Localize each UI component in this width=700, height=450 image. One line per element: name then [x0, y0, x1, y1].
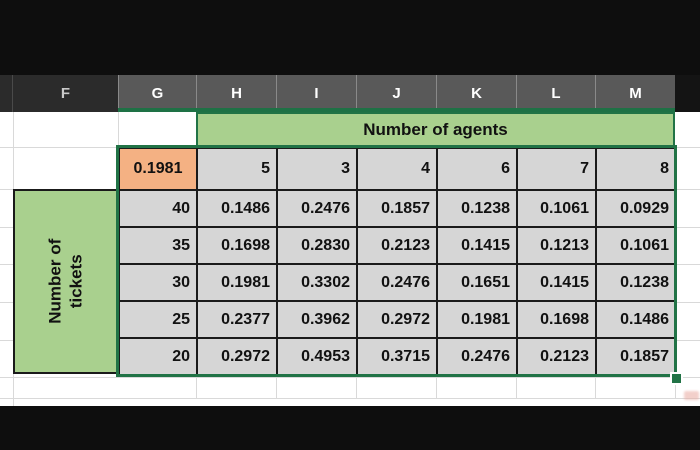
data-cell-L6[interactable]: 0.1698 [518, 302, 597, 339]
column-header-M[interactable]: M [595, 75, 675, 112]
column-header-G[interactable]: G [118, 75, 196, 112]
column-header-K[interactable]: K [436, 75, 516, 112]
ticket-count-cell-G7[interactable]: 20 [120, 339, 198, 376]
column-header-J[interactable]: J [356, 75, 436, 112]
data-cell-K6[interactable]: 0.1981 [438, 302, 518, 339]
gridline [516, 378, 517, 398]
gridline [0, 398, 700, 399]
data-cell-H4[interactable]: 0.1698 [198, 228, 278, 265]
ticket-count-cell-G6[interactable]: 25 [120, 302, 198, 339]
tickets-label-line2: tickets [66, 254, 86, 309]
column-header-rest [675, 75, 700, 112]
data-cell-M4[interactable]: 0.1061 [597, 228, 677, 265]
data-cell-K5[interactable]: 0.1651 [438, 265, 518, 302]
data-cell-J5[interactable]: 0.2476 [358, 265, 438, 302]
column-header-edge [0, 75, 13, 112]
data-table: 0.1981 5 3 4 6 7 8 40 0.1486 0.2476 0.1857 0.1238 0.… [118, 147, 677, 376]
data-cell-I5[interactable]: 0.3302 [278, 265, 358, 302]
column-header-F[interactable]: F [13, 75, 118, 112]
gridline [0, 377, 700, 378]
data-cell-L5[interactable]: 0.1415 [518, 265, 597, 302]
data-cell-L7[interactable]: 0.2123 [518, 339, 597, 376]
agent-count-cell-I2[interactable]: 3 [278, 149, 358, 191]
data-cell-L4[interactable]: 0.1213 [518, 228, 597, 265]
gridline [595, 378, 596, 398]
data-cell-H3[interactable]: 0.1486 [198, 191, 278, 228]
formula-cell-G2[interactable]: 0.1981 [120, 149, 198, 191]
data-cell-J4[interactable]: 0.2123 [358, 228, 438, 265]
column-header-H[interactable]: H [196, 75, 276, 112]
data-cell-I3[interactable]: 0.2476 [278, 191, 358, 228]
data-cell-M6[interactable]: 0.1486 [597, 302, 677, 339]
agent-count-cell-L2[interactable]: 7 [518, 149, 597, 191]
data-cell-M7[interactable]: 0.1857 [597, 339, 677, 376]
artifact-smudge [684, 391, 699, 400]
tickets-header-label: Number of tickets [44, 239, 87, 324]
data-cell-K4[interactable]: 0.1415 [438, 228, 518, 265]
data-cell-H6[interactable]: 0.2377 [198, 302, 278, 339]
data-cell-K3[interactable]: 0.1238 [438, 191, 518, 228]
gridline [436, 378, 437, 398]
selected-columns-underline [118, 108, 675, 112]
data-cell-M5[interactable]: 0.1238 [597, 265, 677, 302]
tickets-header-cell[interactable]: Number of tickets [13, 189, 118, 374]
gridline [276, 378, 277, 398]
ticket-count-cell-G4[interactable]: 35 [120, 228, 198, 265]
data-cell-I4[interactable]: 0.2830 [278, 228, 358, 265]
tickets-label-line1: Number of [45, 239, 65, 324]
agent-count-cell-J2[interactable]: 4 [358, 149, 438, 191]
ticket-count-cell-G5[interactable]: 30 [120, 265, 198, 302]
gridline [675, 378, 676, 398]
ticket-count-cell-G3[interactable]: 40 [120, 191, 198, 228]
data-cell-K7[interactable]: 0.2476 [438, 339, 518, 376]
gridline [118, 112, 119, 147]
agents-header-cell[interactable]: Number of agents [196, 112, 675, 147]
gridline [196, 378, 197, 398]
data-cell-L3[interactable]: 0.1061 [518, 191, 597, 228]
column-header-row: F G H I J K L M [0, 75, 700, 112]
data-cell-I7[interactable]: 0.4953 [278, 339, 358, 376]
agent-count-cell-K2[interactable]: 6 [438, 149, 518, 191]
data-cell-J3[interactable]: 0.1857 [358, 191, 438, 228]
data-cell-M3[interactable]: 0.0929 [597, 191, 677, 228]
data-cell-H5[interactable]: 0.1981 [198, 265, 278, 302]
agent-count-cell-H2[interactable]: 5 [198, 149, 278, 191]
top-letterbox-bar [0, 0, 700, 75]
gridline [356, 378, 357, 398]
bottom-letterbox-bar [0, 406, 700, 450]
data-cell-J6[interactable]: 0.2972 [358, 302, 438, 339]
column-header-I[interactable]: I [276, 75, 356, 112]
agent-count-cell-M2[interactable]: 8 [597, 149, 677, 191]
data-cell-H7[interactable]: 0.2972 [198, 339, 278, 376]
data-cell-I6[interactable]: 0.3962 [278, 302, 358, 339]
data-cell-J7[interactable]: 0.3715 [358, 339, 438, 376]
column-header-L[interactable]: L [516, 75, 595, 112]
fill-handle[interactable] [670, 372, 683, 385]
